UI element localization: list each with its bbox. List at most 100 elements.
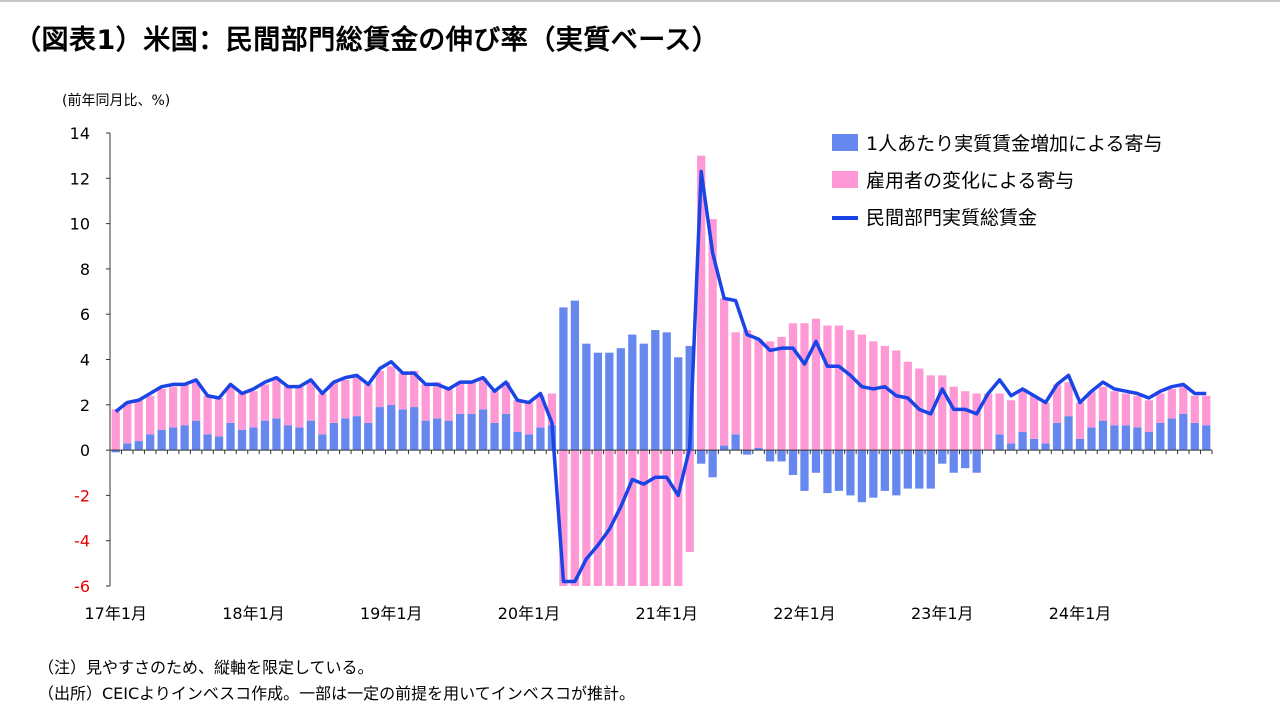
bar-employment — [869, 341, 878, 451]
bar-per-worker — [260, 420, 270, 451]
bar-per-worker — [628, 334, 637, 451]
bar-employment — [674, 450, 683, 586]
bar-per-worker — [1179, 413, 1188, 451]
bar-employment — [111, 409, 120, 451]
bar-employment — [1202, 395, 1211, 426]
bar-employment — [410, 370, 419, 408]
bar-per-worker — [169, 427, 178, 451]
bar-employment — [536, 395, 545, 428]
bar-employment — [697, 155, 706, 451]
bar-employment — [364, 384, 373, 423]
bar-employment — [1075, 402, 1085, 439]
bar-per-worker — [237, 429, 247, 451]
bar-employment — [375, 370, 384, 408]
bar-employment — [995, 393, 1004, 435]
bar-employment — [685, 450, 694, 553]
bar-employment — [341, 379, 350, 419]
x-tick-label: 19年1月 — [360, 604, 423, 623]
bar-per-worker — [972, 450, 981, 473]
line-layer — [114, 169, 1207, 584]
bar-per-worker — [1202, 425, 1211, 451]
x-tick-label: 24年1月 — [1049, 604, 1112, 623]
bar-per-worker — [1087, 427, 1096, 451]
legend-label-employment: 雇用者の変化による寄与 — [866, 170, 1075, 192]
y-tick-label: 2 — [80, 396, 90, 415]
bar-per-worker — [846, 450, 855, 496]
bar-per-worker — [651, 330, 660, 451]
bar-per-worker — [410, 407, 419, 451]
bar-per-worker — [364, 422, 373, 451]
bar-per-worker — [455, 413, 465, 451]
bar-per-worker — [742, 450, 752, 455]
bar-per-worker — [467, 413, 476, 451]
bar-per-worker — [788, 450, 798, 476]
x-tick-label: 20年1月 — [498, 604, 561, 623]
bar-employment — [938, 375, 947, 451]
bar-employment — [1064, 382, 1073, 417]
bar-per-worker — [1110, 425, 1119, 451]
bar-per-worker — [1144, 431, 1153, 451]
y-axis-unit-label: (前年同月比、%) — [62, 93, 171, 109]
bar-employment — [777, 336, 786, 451]
bar-per-worker — [341, 418, 350, 451]
bar-per-worker — [513, 431, 522, 451]
bar-employment — [421, 384, 430, 421]
bar-per-worker — [1006, 443, 1016, 451]
bar-per-worker — [915, 450, 924, 489]
bar-employment — [524, 402, 534, 435]
bar-employment — [984, 393, 993, 451]
bar-per-worker — [203, 434, 212, 451]
bar-employment — [582, 450, 591, 586]
bar-per-worker — [1041, 443, 1050, 451]
y-tick-label: 8 — [80, 260, 90, 279]
legend-label-per-worker: 1人あたり実質賃金増加による寄与 — [866, 133, 1163, 155]
bar-employment — [731, 332, 740, 435]
bar-per-worker — [272, 418, 281, 451]
legend-swatch-total — [832, 215, 858, 220]
bar-per-worker — [938, 450, 947, 464]
bar-employment — [1098, 386, 1108, 421]
chart-title: （図表1）米国：民間部門総賃金の伸び率（実質ベース） — [14, 25, 720, 56]
bar-per-worker — [949, 450, 958, 473]
bar-employment — [823, 325, 832, 451]
y-tick-label: 10 — [70, 215, 90, 234]
bar-employment — [765, 341, 775, 451]
bar-per-worker — [811, 450, 821, 473]
bar-per-worker — [191, 420, 201, 451]
bar-per-worker — [1156, 422, 1165, 451]
bar-per-worker — [1133, 427, 1142, 451]
bar-employment — [742, 330, 752, 451]
bar-employment — [1156, 393, 1165, 423]
bar-employment — [628, 450, 637, 586]
bar-employment — [1041, 402, 1050, 444]
bar-employment — [1018, 388, 1027, 432]
bar-employment — [490, 391, 499, 423]
bar-per-worker — [559, 307, 568, 451]
bar-employment — [123, 402, 132, 444]
bar-per-worker — [180, 425, 189, 451]
bar-employment — [1121, 393, 1131, 426]
bar-employment — [169, 386, 178, 428]
bar-employment — [501, 382, 511, 414]
bar-employment — [788, 323, 798, 451]
bar-per-worker — [1075, 438, 1085, 451]
bar-employment — [1190, 395, 1199, 423]
bar-employment — [237, 393, 247, 430]
bar-per-worker — [593, 352, 602, 451]
bar-employment — [1029, 395, 1039, 439]
bar-employment — [1006, 400, 1016, 444]
bar-employment — [329, 382, 338, 423]
bar-per-worker — [444, 420, 453, 451]
bar-employment — [283, 386, 293, 426]
bar-employment — [306, 382, 316, 421]
bar-per-worker — [777, 450, 786, 462]
bar-employment — [903, 361, 912, 451]
bar-employment — [467, 382, 476, 414]
bar-employment — [811, 318, 821, 451]
bar-employment — [134, 400, 143, 442]
bar-per-worker — [1029, 438, 1039, 451]
bar-per-worker — [1167, 418, 1176, 451]
bar-employment — [639, 450, 648, 586]
bar-per-worker — [765, 450, 775, 462]
x-tick-label: 18年1月 — [222, 604, 285, 623]
